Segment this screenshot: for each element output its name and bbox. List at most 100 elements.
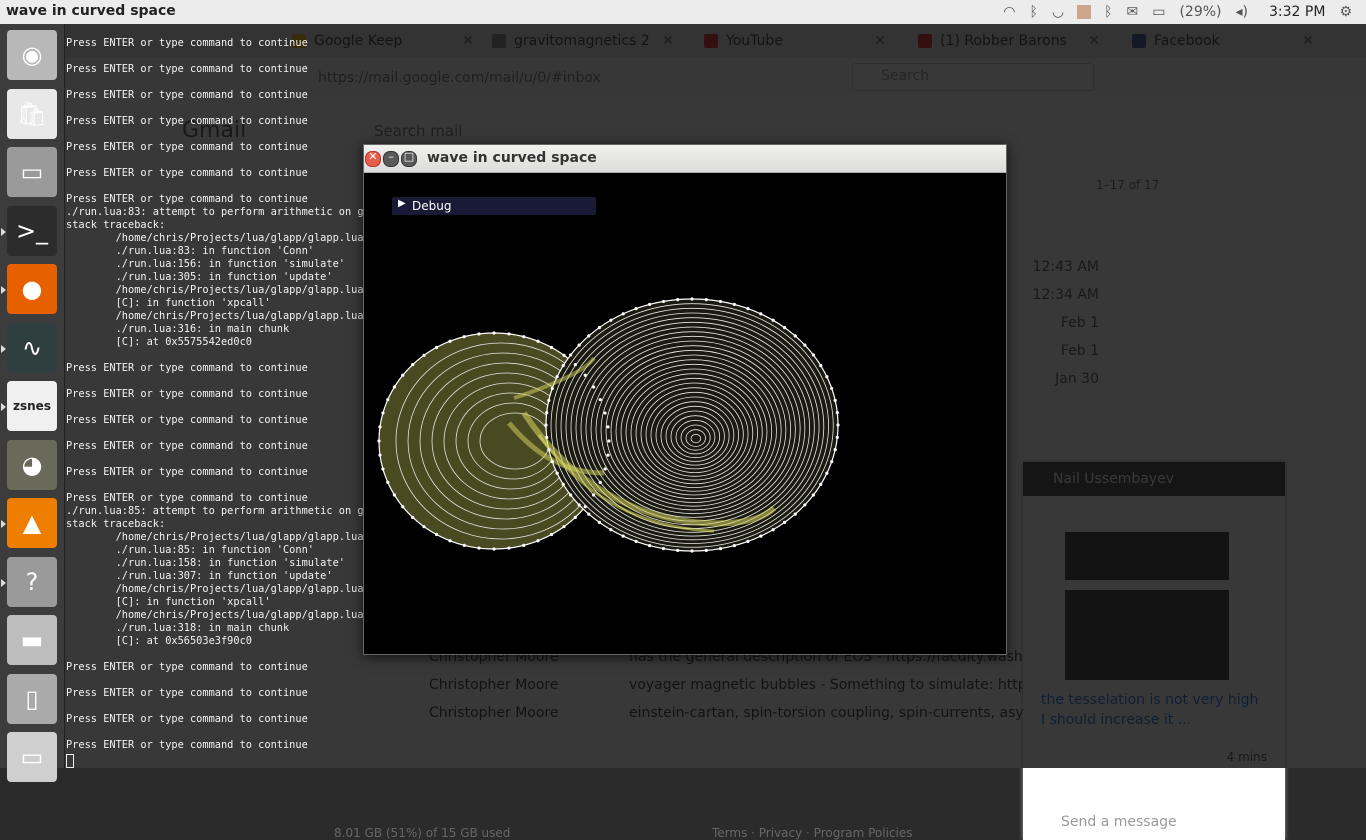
mesh-vertex — [830, 386, 834, 391]
drive-icon[interactable]: ▭ — [7, 732, 57, 782]
mesh-vertex — [401, 373, 405, 377]
debug-label: Debug — [412, 199, 452, 213]
chat-input[interactable]: Send a message — [1061, 814, 1177, 830]
mesh-vertex — [522, 543, 526, 547]
network-icon[interactable]: ◡ — [1051, 4, 1065, 20]
wave-band — [521, 411, 777, 527]
mesh-vertex — [606, 453, 610, 457]
mesh-vertex — [507, 332, 511, 336]
minimize-button[interactable]: – — [383, 150, 399, 167]
maximize-button[interactable]: □ — [401, 150, 417, 167]
mesh-vertex — [759, 312, 763, 316]
mesh-vertex — [545, 435, 549, 439]
keyboard-icon[interactable] — [1077, 5, 1092, 19]
mesh-vertex — [386, 398, 390, 402]
mesh-vertex — [793, 512, 797, 516]
running-indicator — [1, 520, 6, 528]
wave-contour — [620, 368, 768, 496]
wave-contour — [630, 377, 758, 488]
mesh-vertex — [381, 467, 385, 471]
software-center-icon[interactable]: 🛍 — [7, 88, 57, 139]
app-titlebar[interactable]: ✕ – □ wave in curved space — [364, 145, 1006, 173]
bluetooth-icon[interactable]: ᛒ — [1104, 4, 1113, 20]
mesh-vertex — [783, 326, 787, 330]
app-title: wave in curved space — [427, 150, 597, 166]
wave-canvas[interactable]: ▶ Debug — [364, 173, 1006, 654]
mesh-vertex — [547, 447, 551, 452]
terminal-icon[interactable]: >_ — [1, 205, 57, 256]
launcher-glyph: ▲ — [22, 509, 42, 537]
bluetooth-icon[interactable]: ᛒ — [1029, 4, 1038, 20]
volume-icon[interactable]: ◂) — [1235, 4, 1249, 20]
firefox-icon[interactable]: ● — [1, 264, 57, 314]
mesh-vertex — [833, 447, 837, 452]
storage-usage: 8.01 GB (51%) of 15 GB used — [334, 826, 511, 840]
mesh-vertex — [718, 546, 723, 551]
mesh-vertex — [621, 534, 625, 538]
mesh-vertex — [555, 471, 559, 475]
wave-visualization[interactable] — [364, 173, 1006, 654]
mesh-vertex — [819, 364, 823, 368]
wave-contour — [640, 387, 749, 481]
file-manager-icon[interactable]: ▭ — [7, 147, 57, 197]
mesh-vertex — [661, 546, 666, 551]
mesh-vertex — [803, 343, 807, 347]
ubuntu-dash-icon[interactable]: ◉ — [7, 30, 57, 80]
mesh-vertex — [477, 546, 481, 550]
system-monitor-icon[interactable]: ∿ — [1, 322, 57, 373]
mesh-vertex — [830, 459, 834, 464]
mesh-vertex — [544, 423, 548, 427]
mesh-vertex — [732, 543, 736, 548]
wave-contour — [645, 391, 744, 477]
zsnes-icon[interactable]: zsnes — [1, 381, 57, 431]
help-icon[interactable]: ? — [1, 556, 57, 607]
mesh-vertex — [833, 398, 837, 403]
mesh-vertex — [569, 353, 573, 357]
disk-icon[interactable]: ▬ — [7, 615, 57, 665]
mesh-vertex — [746, 306, 750, 311]
wave-contour — [625, 373, 763, 492]
mesh-vertex — [569, 493, 573, 497]
mesh-vertex — [704, 298, 708, 302]
wave-contour — [670, 415, 721, 459]
gimp-icon[interactable]: ◕ — [7, 439, 57, 490]
mesh-vertex — [606, 425, 610, 429]
running-indicator — [1, 286, 6, 294]
mesh-vertex — [573, 363, 577, 367]
mesh-vertex — [492, 547, 496, 551]
app-window[interactable]: ✕ – □ wave in curved space ▶ Debug — [363, 144, 1007, 655]
mesh-vertex — [577, 503, 581, 507]
mesh-vertex — [386, 480, 390, 484]
mesh-vertex — [835, 435, 839, 439]
footer-links[interactable]: Terms · Privacy · Program Policies — [712, 826, 913, 840]
mesh-vertex — [676, 298, 680, 302]
media-player-icon[interactable]: ▯ — [7, 673, 57, 724]
mesh-vertex — [609, 528, 613, 532]
launcher-glyph: ▯ — [25, 684, 39, 713]
gear-icon[interactable]: ⚙ — [1339, 4, 1352, 20]
mesh-vertex — [492, 331, 496, 335]
vlc-icon[interactable]: ▲ — [1, 498, 57, 548]
close-button[interactable]: ✕ — [365, 150, 381, 167]
debug-panel-toggle[interactable]: ▶ Debug — [392, 197, 596, 215]
launcher-glyph: ▬ — [20, 626, 44, 654]
clock[interactable]: 3:32 PM — [1269, 4, 1326, 20]
wave-contour — [595, 345, 792, 515]
mesh-vertex — [648, 543, 652, 548]
mail-icon[interactable]: ✉ — [1126, 4, 1139, 20]
mesh-vertex — [690, 297, 694, 301]
mesh-vertex — [547, 398, 551, 403]
mesh-vertex — [434, 532, 439, 537]
running-indicator — [1, 578, 6, 587]
mesh-vertex — [401, 505, 405, 509]
mesh-vertex — [609, 318, 613, 322]
mesh-vertex — [422, 353, 426, 357]
battery-icon[interactable]: ▭ — [1152, 4, 1166, 20]
launcher-glyph: ◉ — [21, 41, 43, 69]
mesh-vertex — [835, 411, 839, 415]
wifi-icon[interactable]: ◠ — [1003, 4, 1016, 20]
mesh-vertex — [550, 386, 554, 391]
mesh-vertex — [648, 302, 652, 307]
mesh-vertex — [381, 411, 385, 415]
battery-percentage[interactable]: (29%) — [1179, 4, 1222, 20]
